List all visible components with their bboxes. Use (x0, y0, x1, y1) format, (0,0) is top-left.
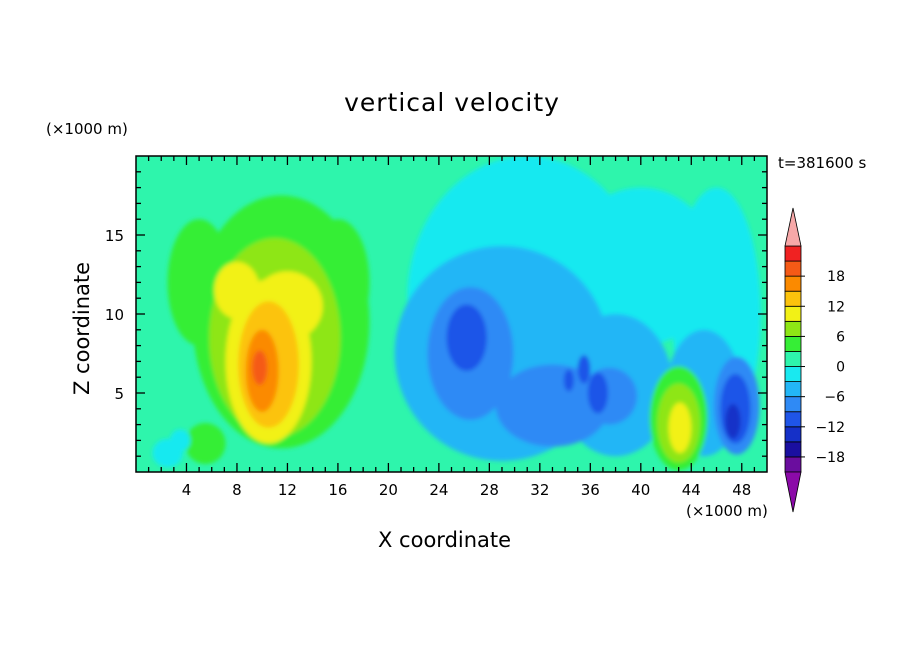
x-tick-label: 36 (581, 481, 600, 499)
colorbar-label: −18 (815, 450, 845, 466)
contour-region (563, 369, 574, 392)
colorbar-label: 12 (827, 299, 845, 315)
x-tick-label: 40 (631, 481, 650, 499)
contour-region (495, 364, 610, 447)
x-tick-label: 20 (379, 481, 398, 499)
contour-region (446, 304, 487, 371)
x-tick-label: 24 (429, 481, 448, 499)
colorbar-swatch (784, 275, 802, 292)
z-axis-unit: (×1000 m) (46, 120, 128, 138)
x-tick-label: 4 (182, 481, 192, 499)
contour-region (185, 423, 226, 465)
contour-region (577, 355, 591, 384)
x-axis-unit: (×1000 m) (686, 502, 768, 520)
colorbar-swatch (784, 320, 802, 337)
colorbar-label: 6 (836, 329, 845, 345)
colorbar-swatch (784, 245, 802, 262)
colorbar-swatch (784, 456, 802, 473)
colorbar-swatch (784, 305, 802, 322)
colorbar-swatch (784, 351, 802, 367)
z-axis-ticks: 5 10 15 (105, 171, 767, 457)
x-axis-label: X coordinate (378, 528, 512, 552)
x-tick-label: 12 (278, 481, 297, 499)
colorbar-swatch (784, 290, 802, 307)
colorbar-swatch (784, 441, 802, 458)
colorbar-extend-high (784, 207, 802, 247)
chart-title: vertical velocity (344, 88, 560, 117)
contour-region (725, 404, 741, 439)
contour-region (668, 402, 692, 454)
x-tick-label: 16 (328, 481, 347, 499)
contour-region (587, 372, 608, 414)
z-tick-label: 15 (105, 227, 124, 245)
time-label: t=381600 s (778, 154, 867, 172)
contour-region (252, 350, 268, 386)
colorbar-swatch (784, 381, 802, 398)
x-tick-label: 44 (682, 481, 701, 499)
x-tick-label: 28 (480, 481, 499, 499)
x-tick-label: 48 (732, 481, 751, 499)
colorbar-extend-low (784, 471, 802, 513)
z-tick-label: 5 (114, 385, 124, 403)
colorbar-label: −6 (824, 390, 845, 406)
colorbar-label: 18 (827, 269, 845, 285)
colorbar-swatch (784, 260, 802, 277)
x-tick-label: 8 (232, 481, 242, 499)
z-tick-label: 10 (105, 306, 124, 324)
colorbar-swatch (784, 335, 802, 352)
x-axis-ticks: 4 8 12 16 20 24 28 32 36 40 44 48 (147, 156, 756, 499)
colorbar-swatch (784, 411, 802, 428)
colorbar: −18 −12 −6 0 6 12 18 (784, 207, 845, 513)
colorbar-swatch (784, 396, 802, 413)
colorbar-swatch (784, 366, 802, 382)
contour-region (170, 429, 191, 452)
x-tick-label: 32 (530, 481, 549, 499)
colorbar-label: 0 (836, 360, 845, 376)
colorbar-label: −12 (815, 420, 845, 436)
velocity-field (136, 156, 767, 472)
colorbar-swatch (784, 426, 802, 443)
